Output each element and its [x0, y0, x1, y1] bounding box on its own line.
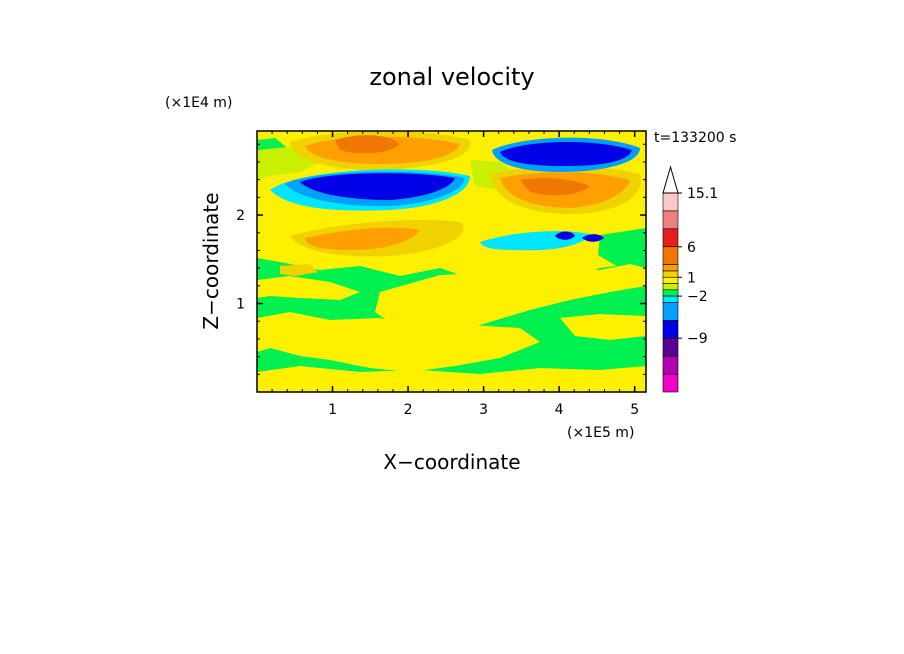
colorbar: 15.1 6 1 −2 −9: [662, 165, 718, 393]
colorbar-segment: [662, 302, 679, 321]
orange-mid-left: [305, 227, 420, 250]
x-tick-label: 5: [630, 402, 639, 418]
y-tick-label: 1: [236, 297, 245, 313]
yellow-left-mid: [257, 276, 360, 300]
colorbar-segment: [662, 289, 679, 297]
colorbar-label: 6: [687, 240, 696, 256]
plot-frame: [256, 130, 647, 393]
colorbar-segment: [662, 246, 679, 266]
chart-title: zonal velocity: [369, 63, 534, 91]
colorbar-segment: [662, 319, 679, 339]
colorbar-label: −9: [687, 331, 708, 347]
x-axis-label: X−coordinate: [383, 450, 520, 474]
dark-orange-right-middle: [520, 178, 590, 196]
colorbar-segment: [662, 270, 679, 278]
colorbar-label: −2: [687, 289, 708, 305]
x-tick-label: 4: [555, 402, 564, 418]
gold-small-left: [280, 264, 318, 276]
colorbar-segment: [662, 228, 679, 248]
yellow-mid-band: [375, 264, 646, 335]
x-tick-label: 2: [404, 402, 413, 418]
colorbar-extend-arrow: [662, 165, 679, 194]
deep-blue-right-spot-1: [555, 231, 575, 240]
colorbar-label: 1: [687, 270, 696, 286]
y-axis-label: Z−coordinate: [199, 192, 223, 329]
colorbar-segment: [662, 355, 679, 375]
colorbar-segment: [662, 295, 679, 303]
dark-orange-top-left: [335, 135, 400, 154]
deep-blue-right-spot-2: [582, 234, 604, 242]
contour-field: [257, 131, 646, 392]
yellow-right-lower: [560, 314, 646, 340]
x-tick-label: 3: [479, 402, 488, 418]
colorbar-segment: [662, 373, 679, 393]
green-patch-right: [598, 228, 646, 268]
yellow-bottom-band: [257, 366, 646, 392]
colorbar-segment: [662, 192, 679, 212]
time-label: t=133200 s: [654, 130, 736, 146]
colorbar-segment: [662, 276, 679, 284]
colorbar-segment: [662, 283, 679, 291]
colorbar-segment: [662, 337, 679, 357]
y-ticks: 12: [236, 143, 646, 375]
x-tick-label: 1: [328, 402, 337, 418]
yellow-lower-band: [257, 312, 540, 372]
colorbar-segment: [662, 264, 679, 272]
deep-blue-top-right: [500, 141, 632, 166]
x-ticks: 1 2 3 4 5: [271, 131, 639, 418]
y-tick-label: 2: [236, 208, 245, 224]
colorbar-segment: [662, 210, 679, 230]
colorbar-label: 15.1: [687, 186, 718, 202]
y-multiplier-label: (×1E4 m): [165, 95, 232, 111]
x-multiplier-label: (×1E5 m): [567, 425, 634, 441]
deep-blue-left-upper: [300, 173, 455, 200]
